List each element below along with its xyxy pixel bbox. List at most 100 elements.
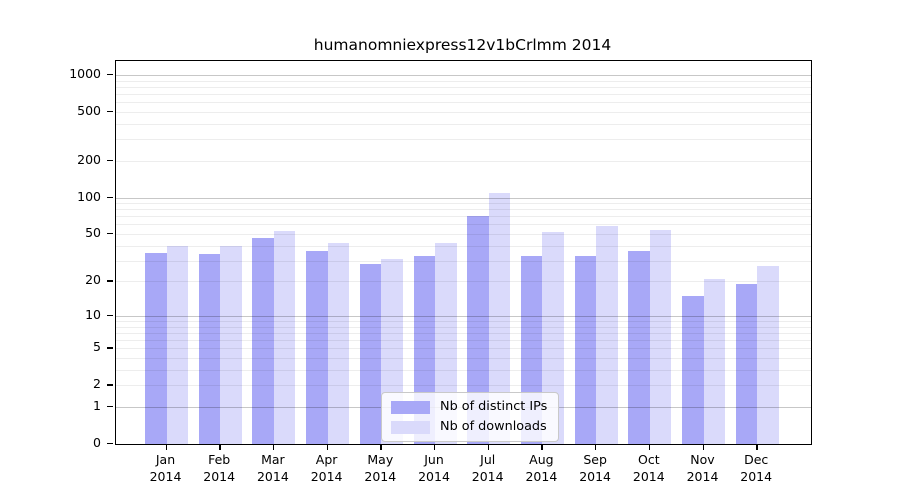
x-tick-label-nov: Nov 2014 [686,452,719,484]
bar-downloads-jul [488,192,511,444]
bar-downloads-feb [220,245,242,444]
legend-swatch-distinct-ips [391,400,430,414]
x-tick-label-jun: Jun 2014 [418,452,450,484]
major-gridline-100 [116,197,811,199]
minor-gridline-9 [116,321,811,323]
x-tick-mark-dec [756,445,758,450]
bar-downloads-nov [703,278,725,444]
y-tick-label-2: 2 [93,376,101,392]
minor-gridline-6 [116,340,811,342]
y-tick-label-500: 500 [77,103,101,119]
x-tick-label-feb: Feb 2014 [203,452,236,484]
x-tick-mark-oct [648,445,651,450]
minor-gridline-500 [116,112,811,114]
bar-distinct-ips-jul [467,215,489,444]
bar-downloads-jan [166,245,188,444]
x-tick-label-aug: Aug 2014 [525,452,558,484]
legend-entry-distinct-ips: Nb of distinct IPs [391,400,547,414]
x-tick-mark-aug [541,445,543,450]
minor-gridline-5 [116,348,811,350]
bar-distinct-ips-feb [198,254,221,444]
minor-gridline-80 [116,209,811,211]
x-tick-label-oct: Oct 2014 [632,452,665,484]
y-tick-mark-200 [107,159,113,162]
minor-gridline-60 [116,224,811,226]
minor-gridline-70 [116,216,811,218]
bar-distinct-ips-dec [735,284,758,444]
x-tick-mark-apr [326,445,328,450]
bar-distinct-ips-apr [306,251,328,444]
minor-gridline-300 [116,139,811,141]
minor-gridline-2 [116,385,811,387]
x-tick-mark-mar [272,445,275,450]
minor-gridline-400 [116,123,811,125]
x-tick-mark-nov [702,445,704,450]
x-tick-mark-feb [219,445,221,450]
plot-area: Nb of distinct IPs Nb of downloads [115,60,812,445]
y-tick-label-200: 200 [77,151,101,167]
y-axis: 0 1 2 5 10 20 50 100 200 500 1000 [0,60,115,450]
bar-distinct-ips-mar [252,238,274,444]
minor-gridline-8 [116,326,811,328]
minor-gridline-700 [116,94,811,96]
bar-distinct-ips-may [359,264,382,444]
major-gridline-10 [116,315,811,317]
x-tick-label-dec: Dec 2014 [740,452,773,484]
minor-gridline-20 [116,281,811,283]
x-tick-mark-jan [165,445,167,450]
y-tick-mark-5 [107,347,113,349]
bar-downloads-apr [327,243,350,444]
y-tick-mark-1000 [107,74,113,76]
y-tick-mark-10 [107,314,113,317]
x-tick-label-jul: Jul 2014 [471,452,504,484]
y-tick-label-1000: 1000 [69,66,101,82]
x-tick-label-may: May 2014 [364,452,397,484]
y-tick-mark-50 [107,233,113,235]
bar-downloads-oct [649,230,672,444]
x-tick-label-jan: Jan 2014 [149,452,182,484]
y-tick-mark-2 [107,384,113,386]
x-tick-mark-may [380,445,382,450]
minor-gridline-900 [116,80,811,82]
x-tick-label-mar: Mar 2014 [256,452,289,484]
y-tick-mark-0 [107,443,113,445]
minor-gridline-600 [116,102,811,104]
y-tick-mark-1 [107,405,113,408]
y-tick-label-20: 20 [85,272,101,288]
bar-distinct-ips-nov [682,295,704,444]
legend-label-distinct-ips: Nb of distinct IPs [440,399,548,414]
legend-label-downloads: Nb of downloads [440,419,547,434]
bar-downloads-aug [542,231,564,444]
minor-gridline-800 [116,86,811,88]
y-tick-label-1: 1 [93,397,101,413]
legend: Nb of distinct IPs Nb of downloads [381,392,560,442]
x-tick-label-sep: Sep 2014 [579,452,611,484]
x-axis: Jan 2014 Feb 2014 Mar 2014 Apr 2014 May 2014… [115,443,810,500]
y-tick-label-5: 5 [93,339,101,355]
minor-gridline-90 [116,203,811,205]
y-tick-label-100: 100 [77,188,101,204]
major-gridline-1000 [116,75,811,77]
bar-distinct-ips-oct [628,251,650,444]
minor-gridline-30 [116,260,811,262]
x-tick-label-apr: Apr 2014 [310,452,343,484]
y-tick-mark-20 [107,280,113,282]
bar-downloads-dec [757,266,779,444]
legend-swatch-downloads [391,420,430,434]
legend-entry-downloads: Nb of downloads [391,420,547,434]
bar-distinct-ips-sep [574,255,597,444]
x-tick-mark-jun [434,445,436,450]
bar-distinct-ips-jan [145,252,167,444]
chart-title: humanomniexpress12v1bCrlmm 2014 [313,36,612,54]
minor-gridline-7 [116,332,811,334]
y-tick-mark-500 [107,111,113,113]
x-tick-mark-jul [487,445,490,450]
y-tick-label-50: 50 [85,225,101,241]
y-tick-label-10: 10 [85,306,101,322]
y-tick-mark-100 [107,196,113,198]
minor-gridline-40 [116,245,811,247]
minor-gridline-200 [116,160,811,162]
bar-downloads-sep [596,226,618,444]
minor-gridline-50 [116,234,811,236]
